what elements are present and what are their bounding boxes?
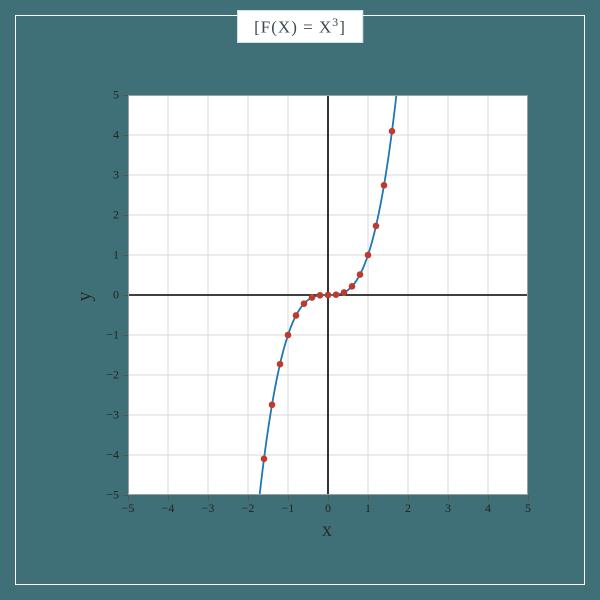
- y-tick-mark: [123, 495, 128, 496]
- tick-label: 4: [113, 128, 119, 143]
- y-tick-mark: [123, 255, 128, 256]
- x-tick-mark: [368, 495, 369, 500]
- tick-label: 1: [113, 248, 119, 263]
- y-tick-mark: [123, 295, 128, 296]
- tick-label: 1: [365, 501, 371, 516]
- tick-label: −3: [106, 408, 119, 423]
- tick-label: 4: [485, 501, 491, 516]
- y-tick-mark: [123, 175, 128, 176]
- figure-container: [F(X) = X3] y x −5 −4 −3 −2 −1 0 1 2 3 4 5 −5 −4 −3 −2…: [0, 0, 600, 600]
- tick-label: −4: [106, 448, 119, 463]
- y-tick-mark: [123, 215, 128, 216]
- chart-title: [F(X) = X3]: [237, 10, 363, 43]
- y-tick-mark: [123, 455, 128, 456]
- x-tick-mark: [528, 495, 529, 500]
- x-tick-mark: [408, 495, 409, 500]
- y-tick-mark: [123, 375, 128, 376]
- x-tick-mark: [128, 495, 129, 500]
- x-axis-label: x: [322, 519, 332, 542]
- tick-label: −2: [242, 501, 255, 516]
- tick-label: −5: [106, 488, 119, 503]
- x-tick-mark: [328, 495, 329, 500]
- x-tick-mark: [448, 495, 449, 500]
- y-tick-mark: [123, 415, 128, 416]
- y-tick-mark: [123, 135, 128, 136]
- tick-label: −1: [282, 501, 295, 516]
- x-tick-mark: [248, 495, 249, 500]
- y-tick-mark: [123, 335, 128, 336]
- x-tick-mark: [168, 495, 169, 500]
- tick-label: −3: [202, 501, 215, 516]
- tick-label: −1: [106, 328, 119, 343]
- x-tick-mark: [288, 495, 289, 500]
- x-tick-mark: [208, 495, 209, 500]
- y-axis-label: y: [74, 292, 97, 302]
- tick-label: −2: [106, 368, 119, 383]
- tick-label: 3: [113, 168, 119, 183]
- chart-svg: [128, 95, 528, 495]
- plot-area: [128, 95, 528, 495]
- y-tick-mark: [123, 95, 128, 96]
- tick-label: 0: [113, 288, 119, 303]
- tick-label: −5: [122, 501, 135, 516]
- tick-label: 0: [325, 501, 331, 516]
- tick-label: 3: [445, 501, 451, 516]
- x-tick-mark: [488, 495, 489, 500]
- tick-label: 2: [405, 501, 411, 516]
- tick-label: 2: [113, 208, 119, 223]
- tick-label: 5: [525, 501, 531, 516]
- tick-label: 5: [113, 88, 119, 103]
- tick-label: −4: [162, 501, 175, 516]
